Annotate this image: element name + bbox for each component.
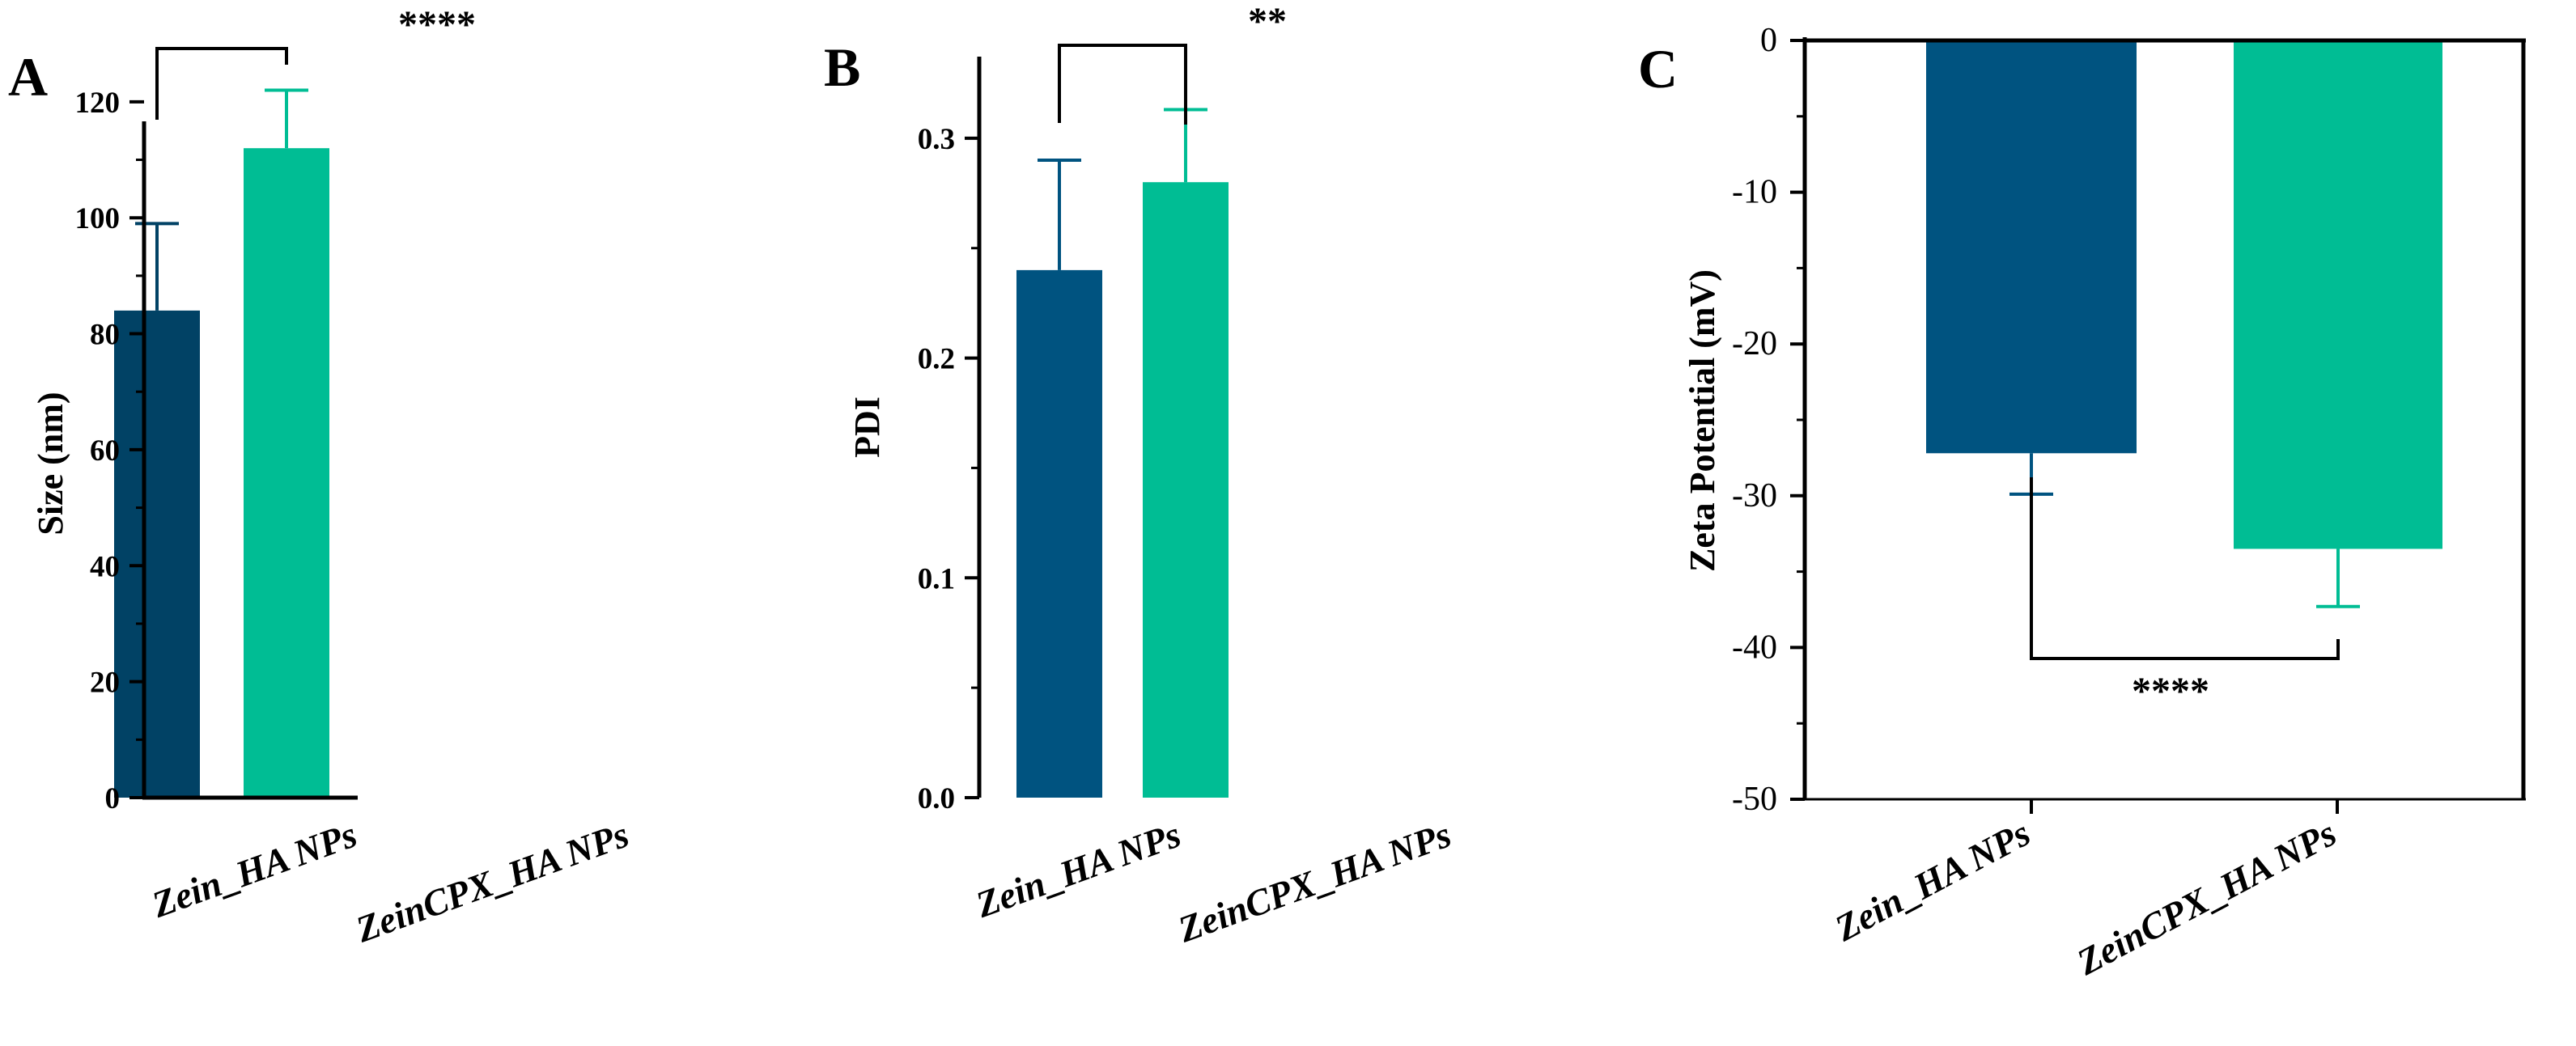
- bar-a-2: [244, 148, 329, 798]
- panel-c-x-label-2: ZeinCPX_HA NPs: [2069, 812, 2342, 984]
- bar-c-1: [1926, 40, 2137, 454]
- y-tick-label-a-6: 120: [75, 87, 121, 120]
- panel-c-x-label-1: Zein_HA NPs: [1827, 812, 2036, 950]
- y-tick-label-a-1: 20: [90, 667, 120, 700]
- y-tick-label-a-0: 0: [105, 782, 121, 815]
- y-tick-label-c-4: -40: [1732, 629, 1777, 666]
- panel-c: C 0 -10 -20 -30 -40 -50 **** Zeta Potential (…: [1638, 22, 2526, 983]
- y-tick-label-a-2: 40: [90, 550, 120, 583]
- panel-b-sig-bracket: [1058, 44, 1187, 125]
- panel-a-x-label-1: Zein_HA NPs: [146, 813, 362, 925]
- y-tick-label-c-0: 0: [1760, 22, 1777, 59]
- y-tick-label-c-3: -30: [1732, 477, 1777, 515]
- panel-c-significance: ****: [2132, 670, 2209, 713]
- panel-b-significance: **: [1248, 0, 1287, 43]
- y-tick-label-a-3: 60: [90, 434, 120, 468]
- panel-a-y-title: Size (nm): [31, 392, 70, 535]
- panel-a-x-label-2: ZeinCPX_HA NPs: [350, 813, 634, 950]
- panel-b-y-title: PDI: [847, 396, 887, 458]
- panel-c-y-title: Zeta Potential (mV): [1683, 269, 1722, 572]
- panel-c-sig-bracket: [2030, 477, 2340, 660]
- y-tick-label-c-2: -20: [1732, 325, 1777, 362]
- y-tick-label-c-1: -10: [1732, 174, 1777, 211]
- panel-a-letter: A: [8, 46, 48, 108]
- y-tick-label-a-4: 80: [90, 319, 120, 352]
- y-tick-label-b-1: 0.1: [918, 562, 955, 595]
- panel-a: A 0 20 40 60 80 100 120 **** Size (nm) Zein_HA…: [8, 3, 634, 951]
- y-tick-label-b-0: 0.0: [918, 782, 955, 815]
- panel-a-significance: ****: [398, 3, 476, 46]
- y-tick-label-a-5: 100: [75, 202, 121, 235]
- bar-b-2: [1143, 182, 1229, 798]
- panel-a-sig-bracket: [155, 47, 288, 120]
- bar-c-2: [2234, 40, 2442, 549]
- y-tick-label-b-3: 0.3: [918, 123, 955, 156]
- panel-c-letter: C: [1638, 38, 1678, 100]
- y-tick-label-b-2: 0.2: [918, 343, 955, 376]
- panel-b-x-label-2: ZeinCPX_HA NPs: [1172, 813, 1456, 950]
- panel-b-x-label-1: Zein_HA NPs: [970, 813, 1186, 925]
- bar-a-1: [114, 310, 200, 798]
- y-tick-label-c-5: -50: [1732, 781, 1777, 818]
- panel-b-letter: B: [824, 36, 860, 98]
- panel-b: B 0.0 0.1 0.2 0.3 ** PDI Zein_HA NPs ZeinCP…: [824, 0, 1456, 951]
- bar-b-1: [1016, 269, 1102, 798]
